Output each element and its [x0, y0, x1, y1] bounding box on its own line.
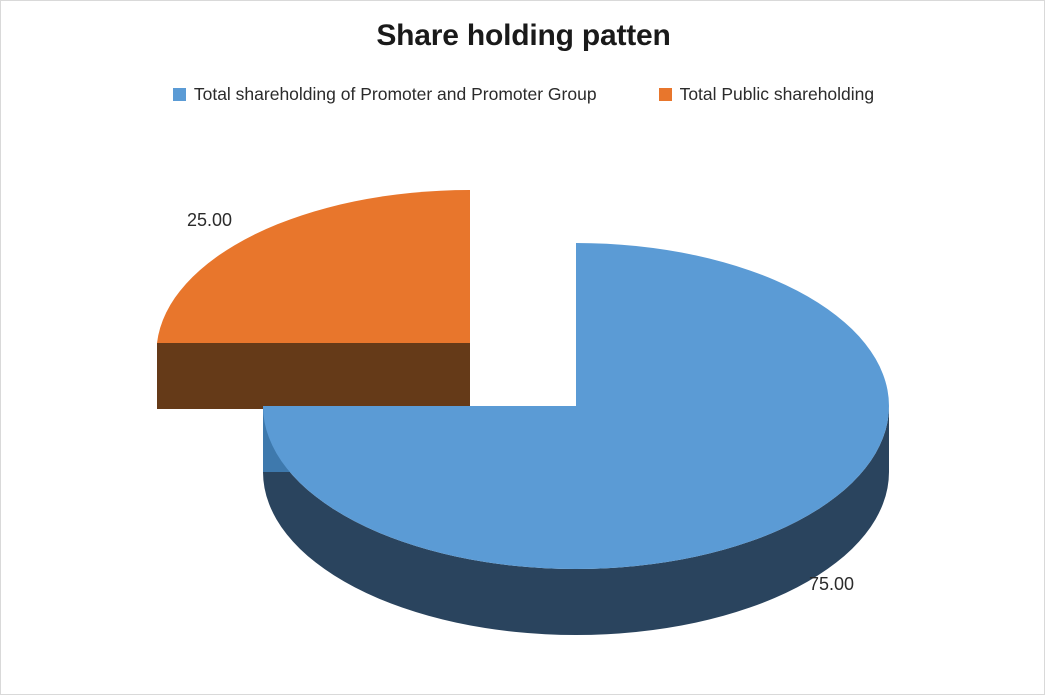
legend-item-promoter[interactable]: Total shareholding of Promoter and Promo…: [172, 84, 597, 105]
pie-slice-public-top: [157, 189, 470, 343]
legend-swatch-orange-icon: [658, 88, 672, 101]
pie-slice-promoter-top: [263, 243, 889, 569]
chart-legend: Total shareholding of Promoter and Promo…: [1, 84, 1044, 105]
legend-item-public[interactable]: Total Public shareholding: [658, 84, 875, 105]
data-label-public: 25.00: [187, 210, 233, 230]
data-label-promoter: 75.00: [809, 574, 855, 594]
pie-slice-public-side: [157, 343, 470, 409]
legend-swatch-blue-icon: [172, 88, 186, 101]
legend-label-promoter: Total shareholding of Promoter and Promo…: [193, 84, 597, 104]
pie-slice-promoter[interactable]: [263, 243, 889, 635]
chart-title: Share holding patten: [376, 19, 671, 52]
pie-slice-promoter-rim: [263, 406, 889, 635]
legend-label-public: Total Public shareholding: [679, 84, 875, 104]
pie-slice-public[interactable]: [157, 189, 470, 409]
